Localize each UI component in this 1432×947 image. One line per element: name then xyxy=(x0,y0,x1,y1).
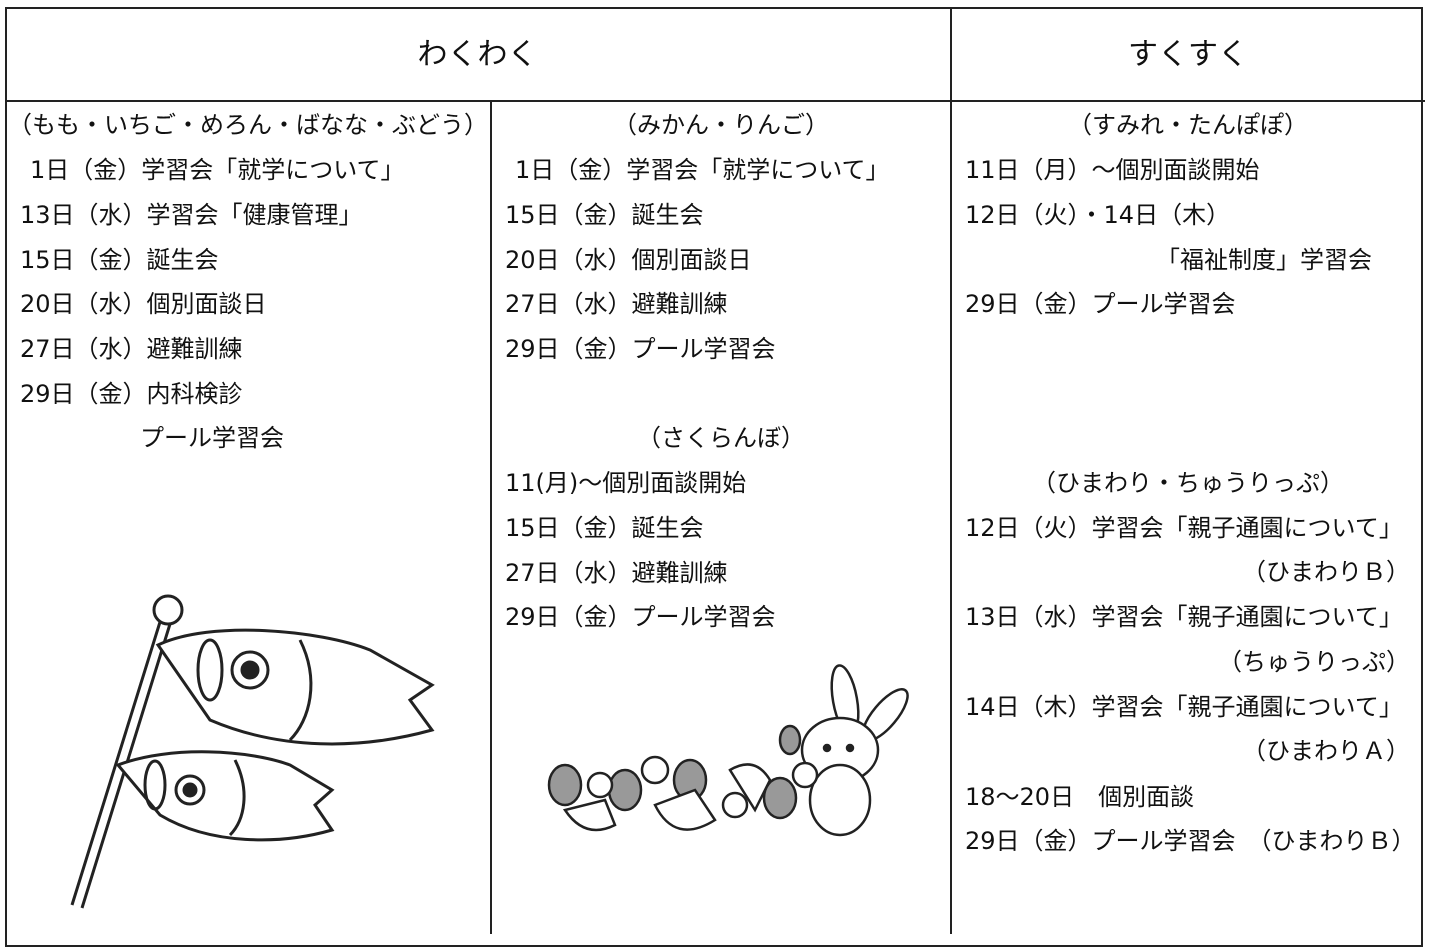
line: （ひまわりＢ） xyxy=(1242,558,1410,586)
line: 11(月)～個別面談開始 xyxy=(505,469,747,497)
line: 29日（金）内科検診 xyxy=(20,380,243,408)
line: （ちゅうりっぷ） xyxy=(1218,648,1410,676)
line: 「福祉制度」学習会 xyxy=(1156,246,1372,274)
group-title: （さくらんぼ） xyxy=(637,424,805,452)
line: 29日（金）プール学習会 xyxy=(965,290,1236,318)
header: わくわく xyxy=(417,37,538,72)
line: 20日（水）個別面談日 xyxy=(505,246,752,274)
line: 1日（金）学習会「就学について」 xyxy=(515,156,890,184)
line: 29日（金）プール学習会 xyxy=(505,335,776,363)
line: 29日（金）プール学習会 xyxy=(505,603,776,631)
group-title: （ひまわり・ちゅうりっぷ） xyxy=(1032,469,1344,497)
line: 20日（水）個別面談日 xyxy=(20,290,267,318)
line: 13日（水）学習会「親子通園について」 xyxy=(965,603,1403,631)
line: プール学習会 xyxy=(140,424,284,452)
line: 15日（金）誕生会 xyxy=(505,514,704,542)
rabbit-illustration xyxy=(547,664,909,837)
line: 13日（水）学習会「健康管理」 xyxy=(20,201,363,229)
line: 11日（月）～個別面談開始 xyxy=(965,156,1260,184)
line: 1日（金）学習会「就学について」 xyxy=(30,156,405,184)
divider xyxy=(5,100,1425,102)
group-title: （もも・いちご・めろん・ばなな・ぶどう） xyxy=(8,111,488,139)
line: 27日（水）避難訓練 xyxy=(505,290,728,318)
divider xyxy=(950,7,952,934)
header: すくすく xyxy=(1128,37,1248,72)
line: 12日（火）学習会「親子通園について」 xyxy=(965,514,1403,542)
line: 18～20日 個別面談 xyxy=(965,783,1195,811)
koinobori-illustration xyxy=(70,594,435,909)
line: 15日（金）誕生会 xyxy=(505,201,704,229)
line: 27日（水）避難訓練 xyxy=(505,559,728,587)
group-title: （みかん・りんご） xyxy=(613,111,829,139)
group-title: （すみれ・たんぽぽ） xyxy=(1068,111,1308,139)
line: （ひまわりＡ） xyxy=(1242,737,1410,765)
line: 14日（木）学習会「親子通園について」 xyxy=(965,693,1403,721)
line: 15日（金）誕生会 xyxy=(20,246,219,274)
divider xyxy=(490,100,492,934)
line: 29日（金）プール学習会 （ひまわりＢ） xyxy=(965,827,1416,855)
line: 12日（火）・14日（木） xyxy=(965,201,1231,229)
line: 27日（水）避難訓練 xyxy=(20,335,243,363)
